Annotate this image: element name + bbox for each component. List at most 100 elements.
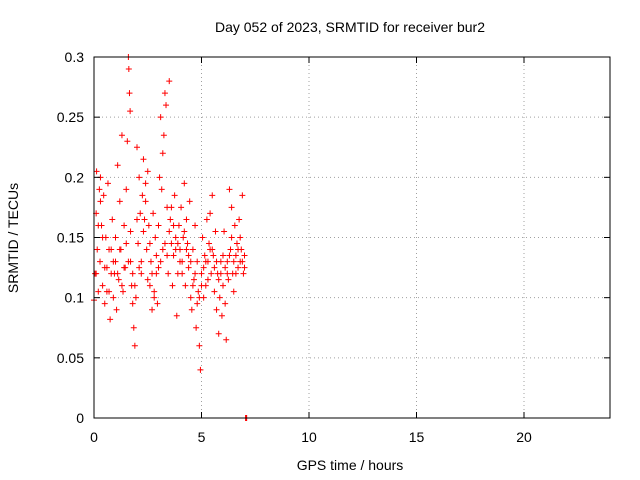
data-point [129, 270, 136, 277]
data-point [189, 282, 196, 289]
data-point [159, 150, 166, 157]
data-point [211, 264, 218, 271]
data-point [115, 276, 122, 283]
data-point [186, 198, 193, 205]
data-point [224, 258, 231, 265]
data-point [101, 264, 108, 271]
y-tick-label: 0.25 [57, 109, 84, 125]
data-point [136, 264, 143, 271]
data-point [140, 156, 147, 163]
data-point [232, 252, 239, 259]
data-point [144, 168, 151, 175]
data-point [241, 264, 248, 271]
data-point [127, 228, 134, 235]
data-point [124, 138, 131, 145]
data-point [143, 246, 150, 253]
data-point [171, 192, 178, 199]
data-point [108, 270, 115, 277]
data-point [166, 228, 173, 235]
data-point [157, 258, 164, 265]
data-point [177, 258, 183, 265]
data-point [172, 246, 179, 253]
data-point [194, 300, 201, 307]
data-point [137, 210, 144, 217]
data-point [155, 264, 162, 271]
data-point [188, 306, 195, 313]
data-point [193, 324, 200, 331]
data-point [107, 316, 114, 323]
x-tick-label: 10 [301, 429, 317, 445]
data-point [217, 270, 224, 277]
data-point [151, 294, 158, 301]
chart-title: Day 052 of 2023, SRMTID for receiver bur… [215, 19, 485, 35]
data-point [231, 222, 238, 229]
data-point [147, 258, 154, 265]
data-point [222, 300, 229, 307]
data-point [158, 186, 165, 193]
data-point [142, 180, 149, 187]
data-point [172, 234, 179, 241]
data-point [114, 270, 121, 277]
data-point [121, 264, 128, 271]
data-point [95, 288, 102, 295]
data-point [118, 282, 125, 289]
data-point [203, 216, 210, 223]
data-point [142, 198, 149, 205]
data-point [157, 114, 164, 121]
data-point [146, 282, 153, 289]
x-axis-label: GPS time / hours [297, 457, 404, 473]
x-tick-label: 0 [90, 429, 98, 445]
data-point [202, 258, 209, 265]
data-point [138, 258, 145, 265]
data-point [178, 204, 185, 211]
data-point [196, 342, 203, 349]
y-tick-label: 0.05 [57, 350, 84, 366]
data-point [93, 168, 100, 175]
data-point [208, 270, 215, 277]
data-point [150, 210, 157, 217]
data-point [170, 222, 177, 229]
data-point [183, 216, 190, 223]
x-tick-label: 5 [198, 429, 206, 445]
data-point [138, 270, 145, 277]
data-point [153, 252, 160, 259]
data-point [207, 210, 214, 217]
data-point [192, 222, 199, 229]
data-point [185, 252, 192, 259]
data-point [226, 186, 233, 193]
data-point [221, 228, 228, 235]
data-point [141, 216, 148, 223]
data-point [180, 234, 187, 241]
data-point [123, 240, 130, 247]
data-point [99, 234, 106, 241]
data-point [195, 288, 202, 295]
data-point [237, 234, 244, 241]
data-point [95, 222, 102, 229]
y-axis-label: SRMTID / TECUs [5, 183, 21, 293]
x-tick-label: 15 [409, 429, 425, 445]
data-point [185, 264, 192, 271]
data-point [127, 108, 134, 115]
y-tick-label: 0.1 [65, 290, 85, 306]
data-point [161, 90, 168, 97]
data-point [155, 222, 162, 229]
data-point [230, 258, 237, 265]
data-point [101, 300, 108, 307]
data-point [159, 246, 166, 253]
data-point [235, 264, 242, 271]
data-point [213, 258, 220, 265]
ticks [93, 56, 610, 419]
y-tick-label: 0 [76, 410, 84, 426]
data-point [225, 276, 232, 283]
data-point [106, 246, 113, 253]
data-point [199, 234, 206, 241]
data-point [110, 294, 117, 301]
data-point [144, 276, 151, 283]
data-point [149, 270, 156, 277]
data-point [146, 240, 153, 247]
data-point [168, 204, 175, 211]
data-point [160, 132, 167, 139]
data-point [220, 282, 226, 289]
data-point [131, 282, 138, 289]
